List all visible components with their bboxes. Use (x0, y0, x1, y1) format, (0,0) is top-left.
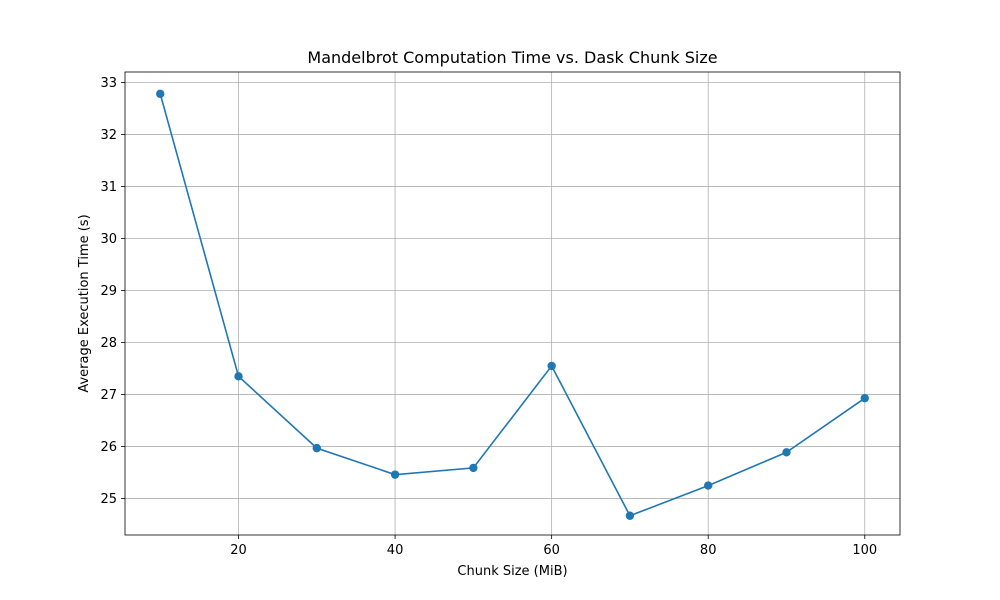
x-tick-label: 80 (700, 543, 717, 558)
data-point (469, 463, 478, 473)
x-tick-label: 100 (852, 543, 877, 558)
y-axis-label: Average Execution Time (s) (77, 214, 92, 392)
y-tick-label: 32 (100, 128, 117, 143)
y-tick-label: 29 (100, 284, 117, 299)
y-tick-label: 30 (100, 232, 117, 247)
chart-title: Mandelbrot Computation Time vs. Dask Chu… (307, 48, 717, 67)
y-tick-label: 28 (100, 336, 117, 351)
y-tick-label: 33 (100, 76, 117, 91)
tick-layer: 20 40 60 80 100 25 26 27 28 29 30 31 32 33 (100, 76, 877, 558)
data-point (625, 511, 635, 520)
data-point (782, 448, 791, 457)
point-layer (156, 89, 869, 520)
x-tick-label: 60 (543, 543, 560, 558)
data-point (156, 89, 165, 99)
data-point (234, 372, 243, 381)
x-tick-label: 20 (230, 543, 247, 558)
data-point (860, 393, 869, 403)
plot-frame (124, 71, 901, 536)
data-point (704, 481, 713, 490)
data-point (312, 443, 321, 453)
data-point (390, 470, 400, 479)
y-tick-label: 25 (100, 492, 117, 507)
y-tick-label: 27 (100, 388, 117, 403)
x-axis-label: Chunk Size (MiB) (457, 564, 567, 579)
y-tick-label: 31 (100, 180, 117, 195)
series-line (159, 93, 866, 517)
y-tick-label: 26 (100, 440, 117, 455)
x-tick-label: 40 (387, 543, 404, 558)
grid-layer (125, 72, 900, 535)
data-point (547, 361, 556, 371)
